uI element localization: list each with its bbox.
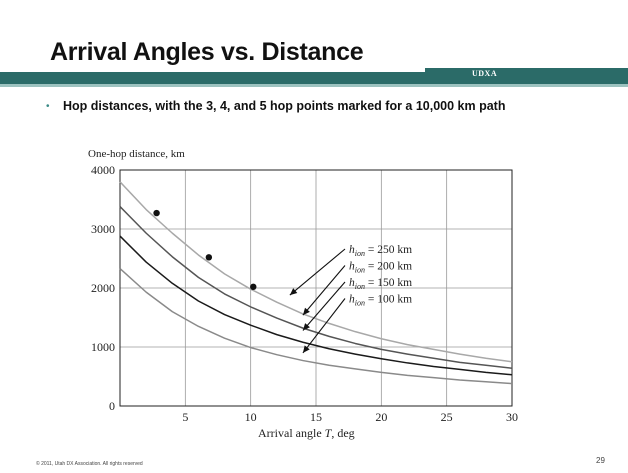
- series-line-250: [119, 181, 513, 363]
- y-axis-label: One-hop distance, km: [88, 148, 185, 160]
- axis-ticks: 5 10 15 20 25 30 0 1000 2000 3000 4000: [91, 163, 518, 424]
- series-line-200: [119, 206, 513, 369]
- x-tick-label: 30: [506, 410, 518, 424]
- legend-entry-200: hion = 200 km: [349, 261, 412, 275]
- title-bar: [0, 72, 628, 84]
- x-tick-label: 15: [310, 410, 322, 424]
- y-tick-label: 1000: [91, 340, 115, 354]
- chart-legend: hion = 250 km hion = 200 km hion = 150 km h…: [289, 244, 412, 354]
- bullet-dot-icon: •: [46, 101, 50, 112]
- hop-point-marker: [250, 283, 257, 291]
- copyright-footer: © 2011, Utah DX Association. All rights …: [36, 461, 143, 467]
- legend-arrow-250: [289, 248, 346, 296]
- x-axis-label-var: T: [325, 426, 333, 440]
- legend-arrow-150: [302, 281, 346, 331]
- bullet-text: Hop distances, with the 3, 4, and 5 hop …: [63, 99, 506, 113]
- x-axis-label: Arrival angle T, deg: [258, 426, 355, 440]
- slide-title: Arrival Angles vs. Distance: [50, 38, 364, 66]
- legend-arrow-100: [302, 298, 346, 354]
- x-axis-label-prefix: Arrival angle: [258, 426, 325, 440]
- series-line-100: [119, 267, 513, 385]
- legend-entry-100: hion = 100 km: [349, 294, 412, 308]
- x-tick-label: 20: [375, 410, 387, 424]
- x-tick-label: 5: [182, 410, 188, 424]
- legend-arrow-200: [302, 265, 346, 316]
- page-number: 29: [596, 456, 605, 465]
- x-axis-label-suffix: , deg: [331, 426, 354, 440]
- brand-label: UDXA: [472, 69, 498, 78]
- legend-entry-250: hion = 250 km: [349, 244, 412, 258]
- legend-entry-150: hion = 150 km: [349, 277, 412, 291]
- x-tick-label: 25: [441, 410, 453, 424]
- plot-frame: [119, 169, 513, 407]
- y-tick-label: 2000: [91, 281, 115, 295]
- chart-series: [119, 181, 513, 385]
- y-tick-label: 4000: [91, 163, 115, 177]
- hop-markers: [153, 209, 257, 291]
- chart-grid: [120, 169, 513, 407]
- title-bar-underline: [0, 84, 628, 87]
- legend-arrowhead-150: [302, 323, 310, 331]
- legend-arrowhead-250: [289, 288, 298, 296]
- y-tick-label: 0: [109, 399, 115, 413]
- hop-point-marker: [205, 254, 213, 261]
- y-tick-label: 3000: [91, 222, 115, 236]
- hop-point-marker: [153, 209, 160, 217]
- x-tick-label: 10: [245, 410, 257, 424]
- series-line-150: [119, 235, 513, 376]
- legend-arrowhead-100: [302, 345, 310, 353]
- legend-arrowhead-200: [302, 307, 310, 316]
